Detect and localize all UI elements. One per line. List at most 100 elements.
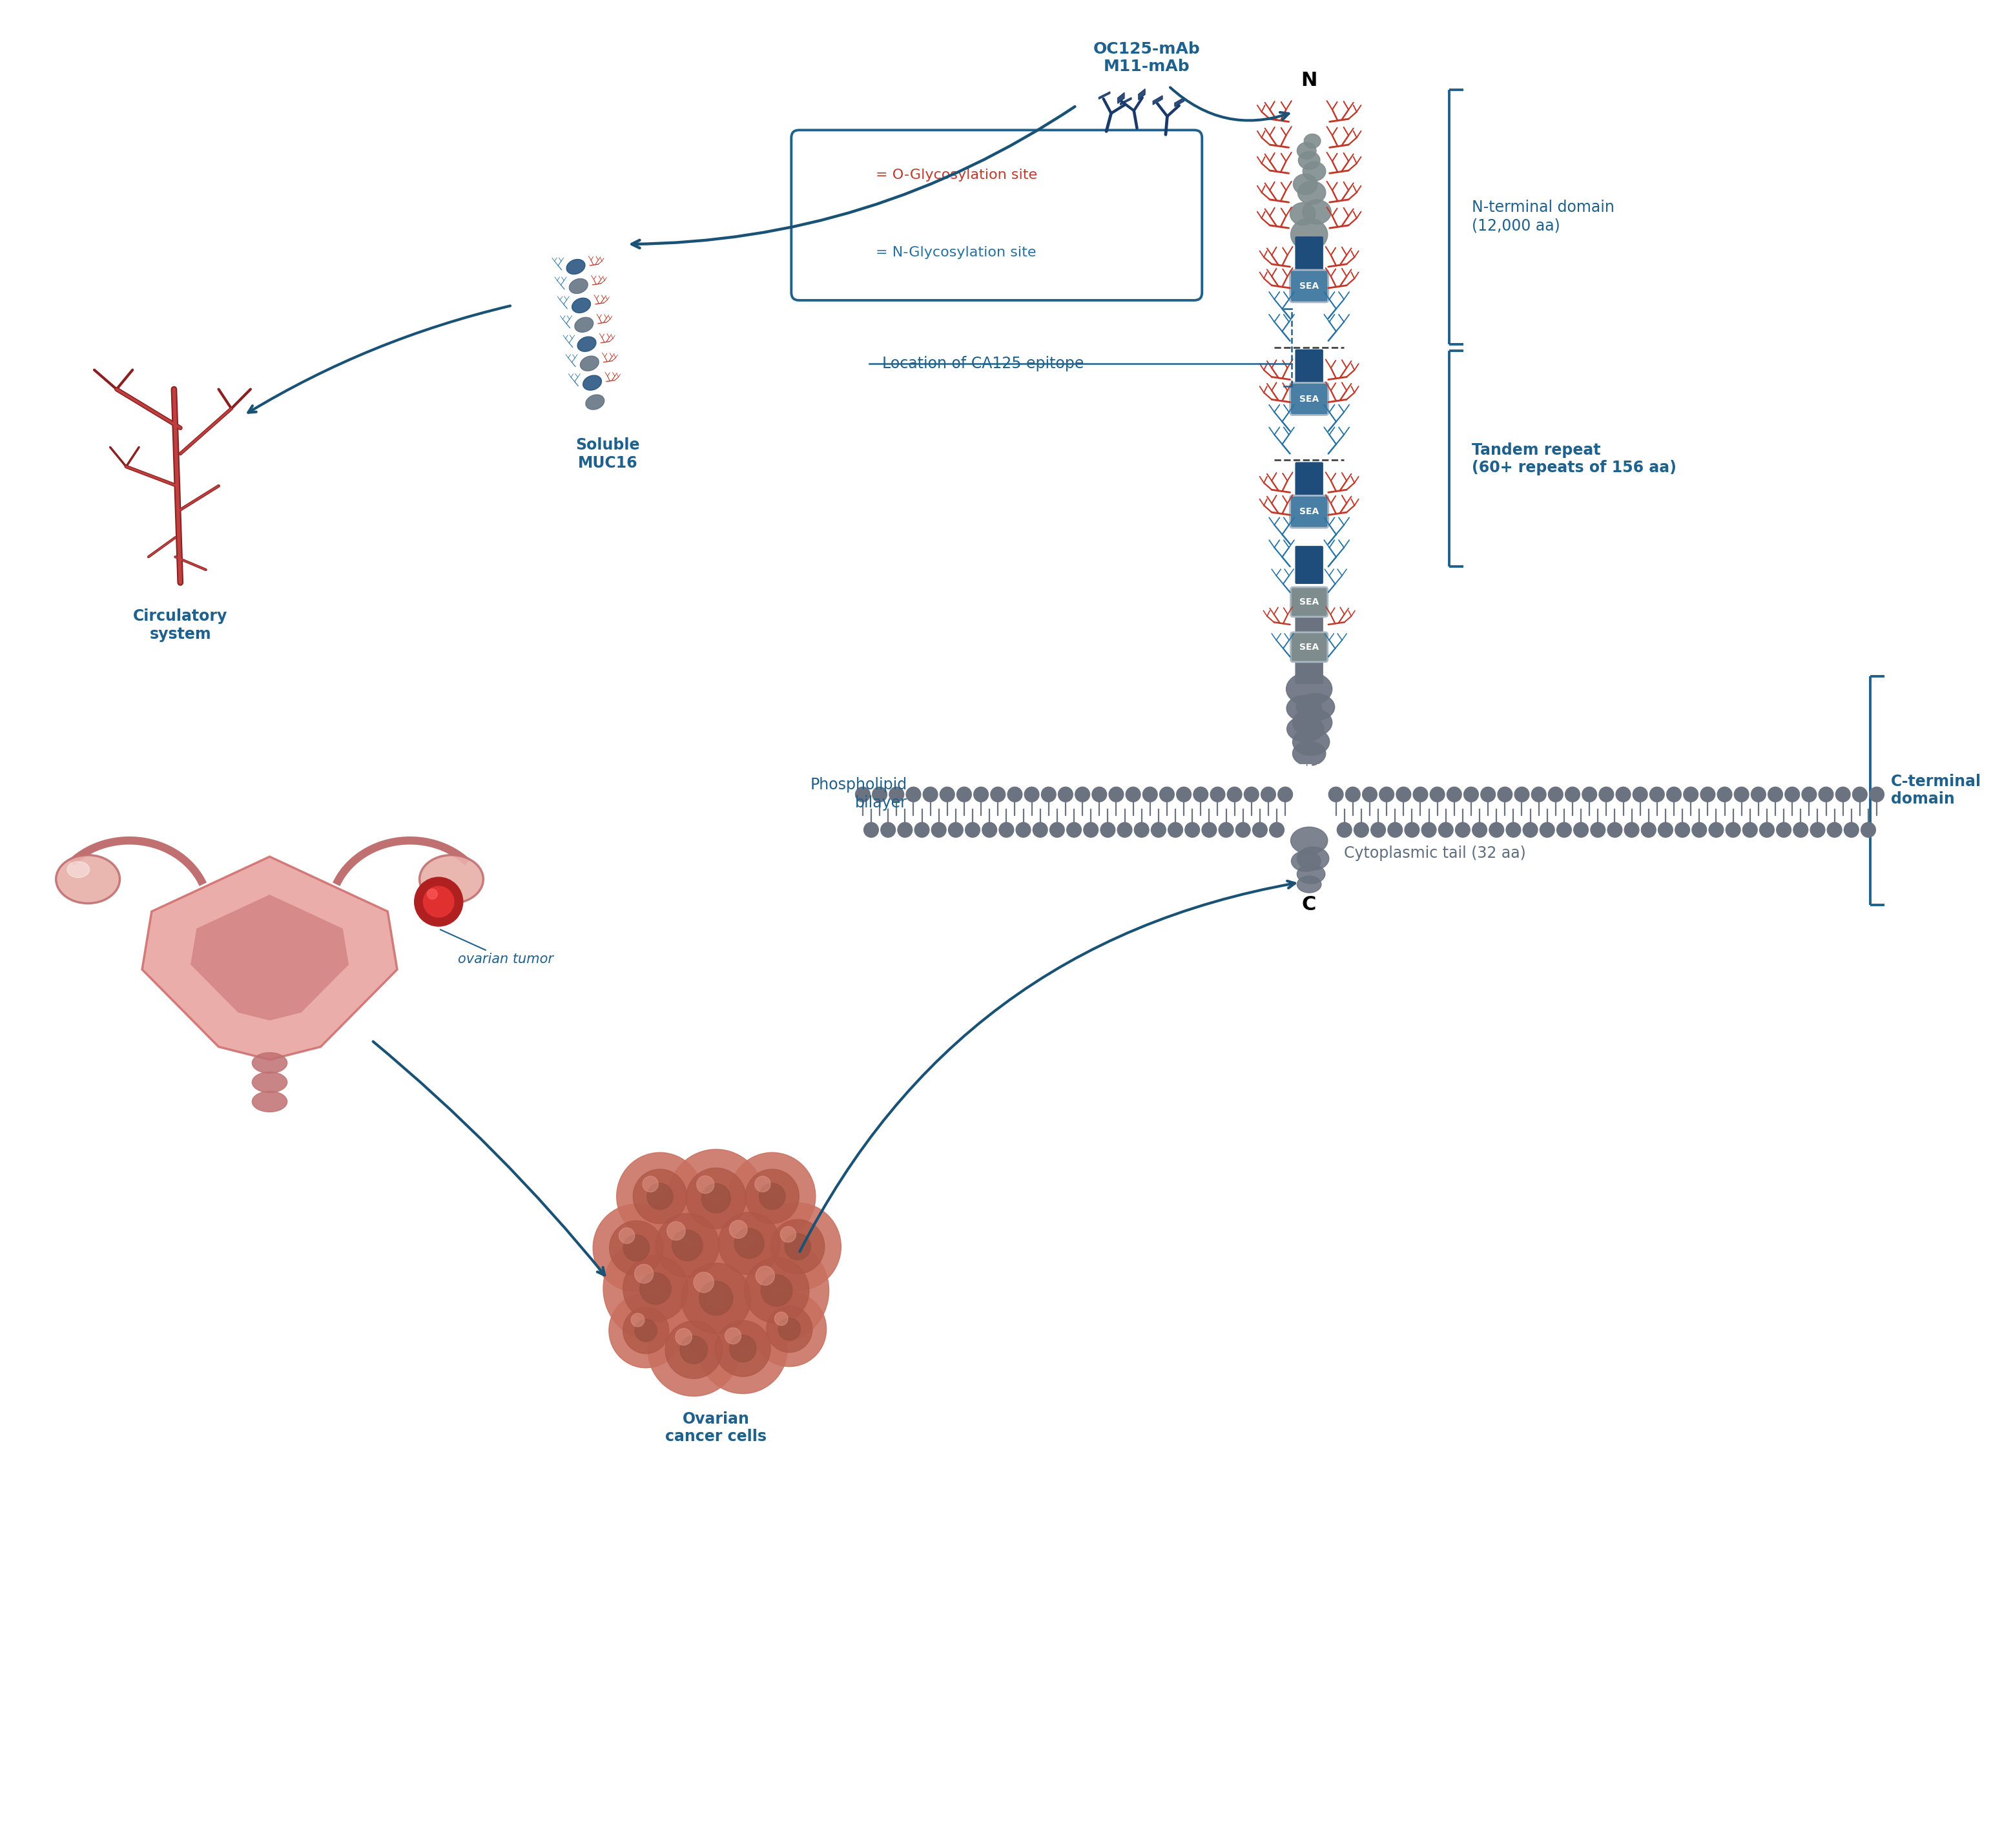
Circle shape (1700, 787, 1716, 802)
FancyBboxPatch shape (1291, 632, 1327, 662)
Circle shape (761, 1275, 793, 1307)
FancyBboxPatch shape (1295, 349, 1323, 384)
Circle shape (1710, 822, 1724, 837)
Ellipse shape (581, 357, 599, 371)
FancyBboxPatch shape (1291, 588, 1327, 617)
Circle shape (755, 1266, 775, 1284)
Circle shape (1269, 822, 1283, 837)
FancyBboxPatch shape (1289, 270, 1327, 303)
Circle shape (755, 1203, 841, 1290)
Circle shape (426, 889, 436, 900)
Text: SEA: SEA (1299, 506, 1319, 516)
Circle shape (715, 1321, 771, 1377)
Text: TM: TM (1295, 765, 1323, 782)
Circle shape (1413, 787, 1427, 802)
Circle shape (745, 1258, 809, 1323)
Circle shape (767, 1307, 813, 1353)
Circle shape (775, 1312, 789, 1325)
Circle shape (1818, 787, 1834, 802)
Circle shape (1219, 822, 1233, 837)
Circle shape (1786, 787, 1800, 802)
Circle shape (1692, 822, 1706, 837)
Circle shape (1125, 787, 1141, 802)
Circle shape (1666, 787, 1682, 802)
Circle shape (1083, 822, 1099, 837)
Ellipse shape (1287, 695, 1321, 721)
Circle shape (681, 1262, 751, 1334)
Circle shape (725, 1327, 741, 1343)
Ellipse shape (1291, 850, 1321, 872)
Ellipse shape (1297, 865, 1325, 883)
Circle shape (1532, 787, 1546, 802)
Circle shape (1726, 822, 1740, 837)
Ellipse shape (577, 336, 597, 351)
Circle shape (915, 822, 929, 837)
Circle shape (697, 1175, 715, 1194)
Ellipse shape (1297, 693, 1335, 721)
Circle shape (1345, 787, 1359, 802)
FancyBboxPatch shape (791, 129, 1201, 299)
Ellipse shape (1297, 876, 1321, 893)
Circle shape (673, 1231, 703, 1260)
Circle shape (603, 1236, 709, 1342)
Circle shape (957, 787, 971, 802)
Circle shape (1421, 822, 1435, 837)
Circle shape (755, 1175, 771, 1192)
Circle shape (623, 1257, 689, 1321)
Circle shape (1059, 787, 1073, 802)
Circle shape (1235, 822, 1251, 837)
Circle shape (1497, 787, 1512, 802)
Circle shape (1395, 787, 1411, 802)
Circle shape (623, 1234, 649, 1260)
Circle shape (647, 1183, 673, 1210)
Circle shape (1574, 822, 1588, 837)
Circle shape (1447, 787, 1461, 802)
Circle shape (1337, 822, 1351, 837)
Circle shape (725, 1238, 829, 1343)
Circle shape (1734, 787, 1750, 802)
Ellipse shape (1297, 181, 1325, 205)
Circle shape (675, 1329, 693, 1345)
Circle shape (1101, 822, 1115, 837)
Text: Tandem repeat
(60+ repeats of 156 aa): Tandem repeat (60+ repeats of 156 aa) (1471, 442, 1676, 475)
Ellipse shape (56, 856, 120, 904)
Circle shape (593, 1205, 681, 1292)
Circle shape (1463, 787, 1477, 802)
Circle shape (939, 787, 955, 802)
Circle shape (965, 822, 979, 837)
Circle shape (1329, 787, 1343, 802)
Circle shape (1768, 787, 1782, 802)
Circle shape (983, 822, 997, 837)
Circle shape (1091, 787, 1107, 802)
Circle shape (623, 1307, 669, 1353)
Polygon shape (1121, 98, 1131, 105)
Circle shape (1776, 822, 1792, 837)
Circle shape (687, 1168, 747, 1229)
Circle shape (1277, 787, 1293, 802)
Circle shape (1243, 787, 1259, 802)
Circle shape (907, 787, 921, 802)
Circle shape (1514, 787, 1530, 802)
Circle shape (729, 1153, 815, 1240)
Circle shape (1159, 787, 1175, 802)
Polygon shape (1139, 89, 1145, 100)
Polygon shape (1153, 96, 1163, 105)
Circle shape (779, 1318, 801, 1340)
Circle shape (1506, 822, 1522, 837)
Circle shape (701, 1183, 731, 1212)
Text: C-terminal
domain: C-terminal domain (1890, 774, 1982, 808)
Circle shape (999, 822, 1013, 837)
Circle shape (1852, 787, 1868, 802)
Circle shape (1760, 822, 1774, 837)
Circle shape (991, 787, 1005, 802)
Ellipse shape (252, 1072, 286, 1092)
Circle shape (1109, 787, 1123, 802)
Circle shape (1828, 822, 1842, 837)
Ellipse shape (573, 298, 591, 312)
Ellipse shape (1293, 174, 1317, 194)
Circle shape (1015, 822, 1031, 837)
Circle shape (1353, 822, 1369, 837)
Circle shape (729, 1220, 747, 1238)
Circle shape (771, 1220, 825, 1273)
Ellipse shape (252, 1053, 286, 1074)
